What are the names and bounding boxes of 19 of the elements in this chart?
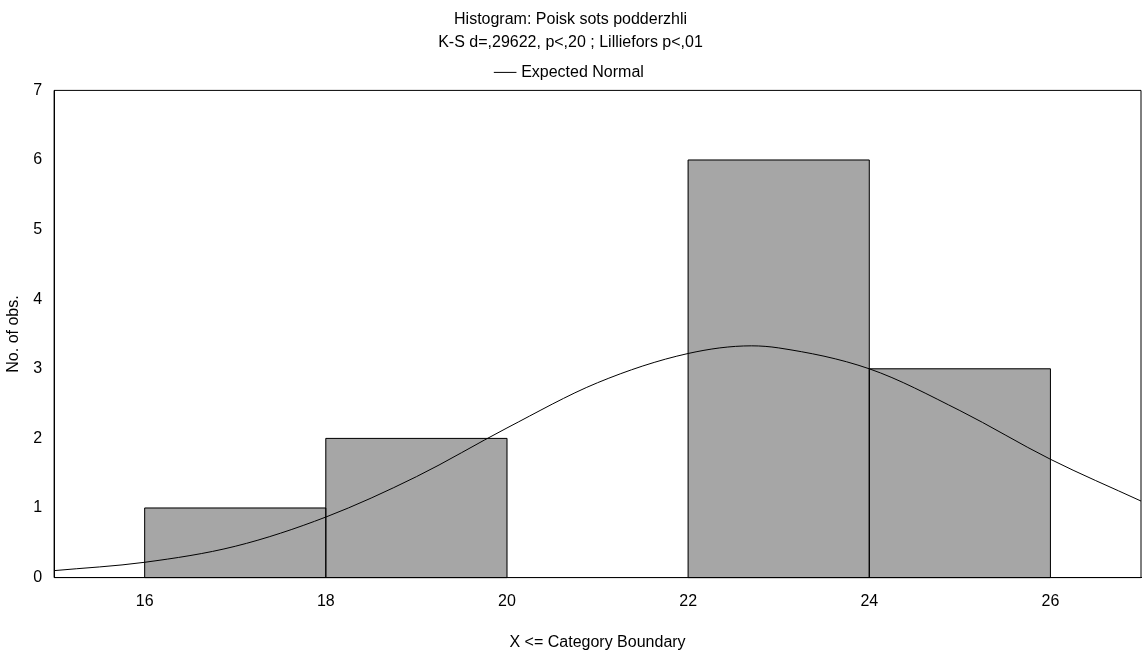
y-tick-label: 3 <box>33 359 43 377</box>
y-tick-label: 1 <box>33 498 43 516</box>
y-tick-label: 7 <box>33 80 43 98</box>
legend-label: Expected Normal <box>521 62 644 80</box>
y-axis-title: No. of obs. <box>4 295 22 373</box>
chart-title: Histogram: Poisk sots podderzhli <box>454 10 687 28</box>
y-tick-label: 2 <box>33 428 43 446</box>
x-tick-label: 18 <box>316 591 335 609</box>
x-axis-title: X <= Category Boundary <box>509 632 686 650</box>
x-tick-label: 16 <box>135 591 154 609</box>
x-tick-label: 20 <box>498 591 516 609</box>
chart-subtitle: K-S d=,29622, p<,20 ; Lilliefors p<,01 <box>438 33 703 51</box>
x-tick-label: 22 <box>679 591 698 609</box>
x-tick-label: 26 <box>1041 591 1060 609</box>
x-tick-label: 24 <box>860 591 879 609</box>
y-tick-label: 4 <box>33 289 43 307</box>
y-tick-label: 0 <box>33 568 43 586</box>
y-tick-label: 6 <box>33 150 43 168</box>
y-tick-label: 5 <box>33 220 43 238</box>
